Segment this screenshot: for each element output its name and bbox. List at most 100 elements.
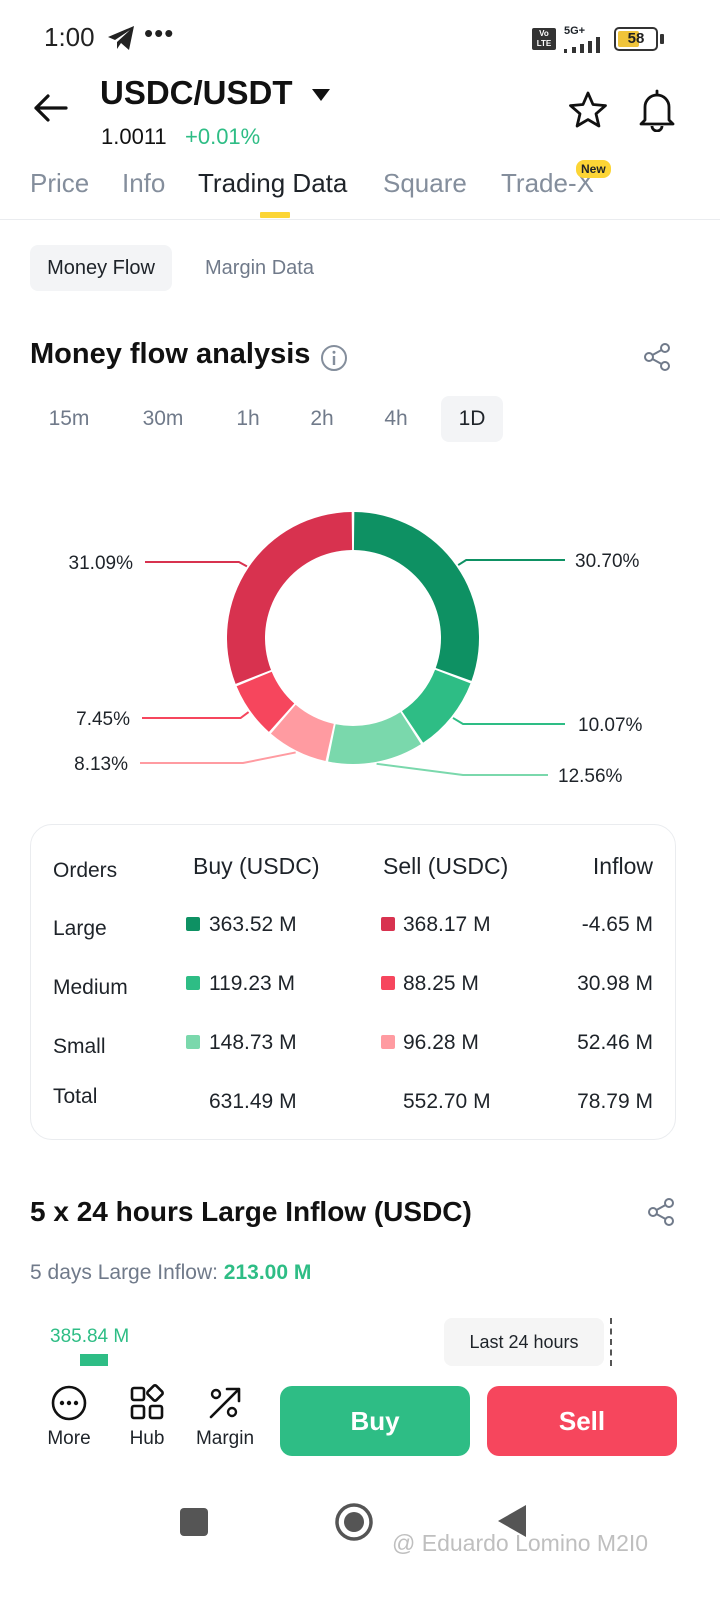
sell-medium-leader-line [142, 711, 250, 719]
sell-large-value: 368.17 M [403, 913, 491, 936]
inflow-small-value: 52.46 M [577, 1031, 653, 1054]
sell-medium-value: 88.25 M [403, 972, 479, 995]
buy-large-leader-line [457, 559, 565, 566]
buy-medium-swatch [186, 976, 200, 990]
watermark: @ Eduardo Lomino M2I0 [392, 1530, 649, 1556]
main-tabs: Price Info Trading Data Square Trade-X N… [0, 160, 720, 220]
status-indicators: Vo LTE 5G+ 58 [532, 24, 664, 54]
sell-total-value: 552.70 M [403, 1090, 491, 1113]
more-label: More [47, 1428, 91, 1449]
last-24-hours-tooltip: Last 24 hours [444, 1318, 604, 1366]
inflow-medium-value: 30.98 M [577, 972, 653, 995]
caret-down-icon[interactable] [311, 88, 331, 102]
interval-1h[interactable]: 1h [236, 407, 260, 430]
row-label-medium: Medium [53, 976, 128, 999]
segment-margin-data[interactable]: Margin Data [205, 257, 314, 279]
buy-large-swatch [186, 917, 200, 931]
hub-icon [130, 1384, 164, 1420]
header-orders: Orders [53, 859, 118, 882]
sell-button[interactable]: Sell [487, 1386, 677, 1456]
buy-small-leader-line [376, 762, 548, 776]
buy-small-swatch [186, 1035, 200, 1049]
sell-medium-percent-label: 7.45% [76, 709, 130, 730]
large-inflow-bar [80, 1354, 108, 1366]
more-icon [51, 1385, 87, 1421]
recent-apps-icon[interactable] [180, 1508, 208, 1536]
sell-large-leader-line [145, 561, 248, 568]
money-flow-title: Money flow analysis [30, 338, 311, 370]
sell-small-value: 96.28 M [403, 1031, 479, 1054]
large-inflow-top-value: 385.84 M [50, 1326, 130, 1347]
status-time: 1:00 [44, 22, 95, 52]
sell-medium-slice [236, 671, 295, 732]
tab-trading-data[interactable]: Trading Data [198, 168, 348, 198]
large-inflow-subtitle-label: 5 days Large Inflow: [30, 1261, 218, 1284]
telegram-icon [108, 26, 134, 50]
sell-large-swatch [381, 917, 395, 931]
tab-price[interactable]: Price [30, 168, 90, 198]
battery-level: 58 [627, 30, 645, 47]
price-change: +0.01% [185, 124, 261, 149]
sell-large-percent-label: 31.09% [69, 553, 134, 574]
home-icon[interactable] [334, 1502, 374, 1542]
buy-medium-leader-line [452, 717, 565, 725]
sell-small-percent-label: 8.13% [74, 754, 128, 775]
sell-small-leader-line [140, 751, 296, 764]
inflow-total-value: 78.79 M [577, 1090, 653, 1113]
buy-medium-value: 119.23 M [209, 972, 295, 995]
buy-medium-slice [401, 669, 471, 743]
interval-2h[interactable]: 2h [310, 407, 334, 430]
new-badge: New [576, 160, 611, 178]
hub-label: Hub [129, 1428, 165, 1449]
header-buy: Buy (USDC) [193, 853, 320, 879]
battery-icon: 58 [614, 27, 658, 51]
back-arrow-icon[interactable] [30, 88, 70, 128]
sell-small-slice [270, 704, 334, 761]
header-sell: Sell (USDC) [383, 853, 509, 879]
network-type: 5G+ [564, 24, 586, 37]
info-icon[interactable] [320, 344, 348, 372]
large-inflow-subtitle-value: 213.00 M [223, 1261, 312, 1284]
interval-1d[interactable]: 1D [441, 396, 503, 442]
row-label-total: Total [53, 1085, 98, 1108]
hub-button[interactable]: Hub [112, 1384, 182, 1450]
buy-large-slice [353, 512, 480, 681]
margin-label: Margin [195, 1428, 255, 1449]
tab-square[interactable]: Square [383, 168, 467, 198]
star-icon[interactable] [568, 90, 608, 130]
row-label-large: Large [53, 917, 107, 940]
bell-icon[interactable] [636, 88, 678, 132]
signal-icon [564, 36, 600, 53]
share-icon[interactable] [642, 342, 672, 372]
buy-total-value: 631.49 M [209, 1090, 297, 1113]
interval-15m[interactable]: 15m [48, 407, 90, 430]
sell-large-slice [227, 512, 353, 684]
money-flow-donut-chart: 30.70% 10.07% 12.56% 8.13% 7.45% 31.09% [69, 512, 643, 787]
large-inflow-title: 5 x 24 hours Large Inflow (USDC) [30, 1196, 472, 1227]
pair-title[interactable]: USDC/USDT [100, 74, 293, 111]
interval-4h[interactable]: 4h [384, 407, 408, 430]
buy-small-slice [328, 712, 421, 764]
orders-table: Orders Buy (USDC) Sell (USDC) Inflow Lar… [30, 824, 676, 1140]
crosshair-line [610, 1318, 612, 1366]
last-price: 1.0011 [101, 124, 167, 149]
interval-selector: 15m 30m 1h 2h 4h 1D [30, 396, 510, 442]
buy-large-percent-label: 30.70% [575, 551, 640, 572]
buy-small-value: 148.73 M [209, 1031, 297, 1054]
buy-button[interactable]: Buy [280, 1386, 470, 1456]
buy-medium-percent-label: 10.07% [578, 715, 643, 736]
more-button[interactable]: More [34, 1384, 104, 1450]
share-icon[interactable] [646, 1197, 676, 1227]
interval-30m[interactable]: 30m [142, 407, 184, 430]
tab-info[interactable]: Info [122, 168, 166, 198]
active-tab-indicator [260, 212, 290, 218]
segment-money-flow[interactable]: Money Flow [30, 245, 172, 291]
margin-icon [209, 1387, 241, 1419]
header-inflow: Inflow [592, 853, 653, 879]
sell-small-swatch [381, 1035, 395, 1049]
inflow-large-value: -4.65 M [581, 913, 653, 936]
row-label-small: Small [53, 1035, 106, 1058]
system-back-icon[interactable] [496, 1503, 528, 1539]
sell-medium-swatch [381, 976, 395, 990]
margin-button[interactable]: Margin [190, 1384, 260, 1450]
